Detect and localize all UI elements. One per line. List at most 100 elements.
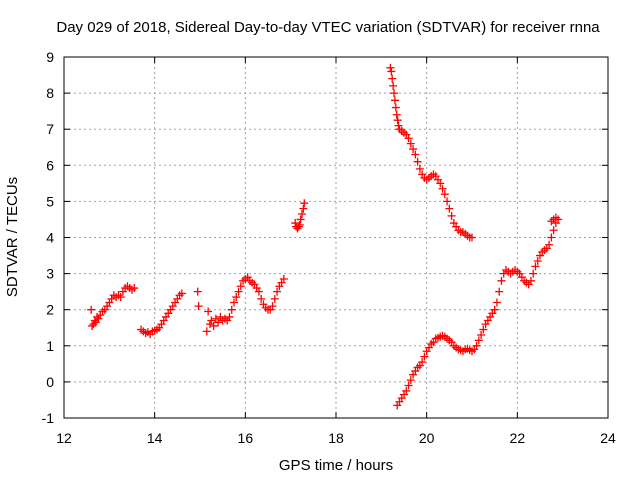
data-point	[411, 150, 420, 159]
data-point	[227, 305, 236, 314]
data-point	[495, 287, 504, 296]
data-point	[232, 293, 241, 302]
data-point	[394, 121, 403, 130]
data-point	[225, 312, 234, 321]
data-point	[545, 240, 554, 249]
x-tick-label: 12	[56, 430, 72, 446]
y-tick-label: 6	[46, 157, 54, 173]
data-points	[87, 63, 563, 410]
data-point	[270, 294, 279, 303]
data-point	[295, 220, 304, 229]
x-tick-label: 24	[600, 430, 616, 446]
data-point	[445, 204, 454, 213]
data-point	[298, 210, 306, 219]
data-point	[294, 222, 303, 231]
data-point	[209, 321, 218, 330]
data-point	[492, 298, 501, 307]
data-point	[406, 376, 415, 385]
data-point	[413, 157, 422, 166]
data-point	[116, 293, 125, 302]
data-point	[389, 81, 398, 90]
y-tick-label: 9	[46, 49, 54, 65]
data-point	[477, 330, 486, 339]
data-point	[94, 314, 103, 323]
data-point	[438, 184, 447, 193]
data-point	[549, 226, 558, 235]
data-point	[497, 276, 506, 285]
data-point	[234, 287, 243, 296]
data-point	[409, 145, 418, 154]
data-point	[490, 305, 499, 314]
data-point	[205, 320, 214, 329]
data-point	[436, 179, 445, 188]
chart-title: Day 029 of 2018, Sidereal Day-to-day VTE…	[56, 19, 600, 36]
data-point	[533, 256, 542, 265]
y-tick-label: 4	[46, 230, 54, 246]
data-point	[479, 325, 488, 334]
data-point	[391, 103, 400, 112]
data-point	[392, 110, 401, 119]
data-point	[273, 287, 282, 296]
y-tick-label: 5	[46, 193, 54, 209]
data-point	[204, 307, 213, 316]
data-point	[291, 219, 300, 228]
data-point	[254, 287, 263, 296]
data-point	[202, 327, 211, 336]
data-point	[387, 67, 396, 76]
y-tick-label: 1	[46, 338, 54, 354]
data-point	[279, 275, 288, 284]
data-point	[193, 287, 202, 296]
data-point	[88, 321, 97, 330]
data-point	[214, 318, 223, 327]
y-tick-label: 3	[46, 266, 54, 282]
x-axis-label: GPS time / hours	[279, 457, 393, 474]
data-point	[547, 233, 556, 242]
y-tick-label: 7	[46, 121, 54, 137]
data-point	[194, 302, 203, 311]
data-point	[440, 190, 449, 199]
data-point	[296, 215, 305, 224]
data-point	[404, 134, 413, 143]
data-point	[268, 302, 277, 311]
data-point	[554, 215, 563, 224]
data-point	[402, 386, 411, 395]
x-tick-label: 20	[419, 430, 435, 446]
data-point	[418, 358, 427, 367]
x-tick-label: 16	[238, 430, 254, 446]
data-point	[299, 204, 308, 213]
data-point	[474, 336, 483, 345]
data-point	[390, 89, 399, 98]
data-point	[230, 298, 238, 307]
data-point	[390, 96, 399, 105]
data-point	[406, 139, 415, 148]
y-tick-label: 8	[46, 85, 54, 101]
y-tick-label: 0	[46, 374, 54, 390]
data-point	[447, 211, 456, 220]
data-point	[529, 269, 538, 278]
data-point	[236, 282, 245, 291]
data-point	[207, 316, 216, 325]
data-point	[130, 284, 139, 293]
grid	[64, 57, 608, 418]
data-point	[420, 352, 429, 361]
y-tick-label: 2	[46, 302, 54, 318]
data-point	[300, 199, 309, 208]
data-point	[531, 262, 540, 271]
data-point	[468, 233, 476, 242]
x-tick-label: 14	[147, 430, 163, 446]
y-tick-label: -1	[42, 410, 55, 426]
data-point	[87, 305, 96, 314]
data-point	[404, 381, 413, 390]
data-point	[472, 341, 481, 350]
data-point	[393, 116, 402, 125]
x-tick-label: 18	[328, 430, 344, 446]
data-point	[388, 74, 397, 83]
y-axis-label: SDTVAR / TECUs	[4, 177, 21, 297]
data-point	[415, 164, 424, 173]
x-tick-label: 22	[510, 430, 526, 446]
data-point	[257, 294, 266, 303]
data-point	[386, 63, 395, 72]
data-point	[177, 289, 186, 298]
